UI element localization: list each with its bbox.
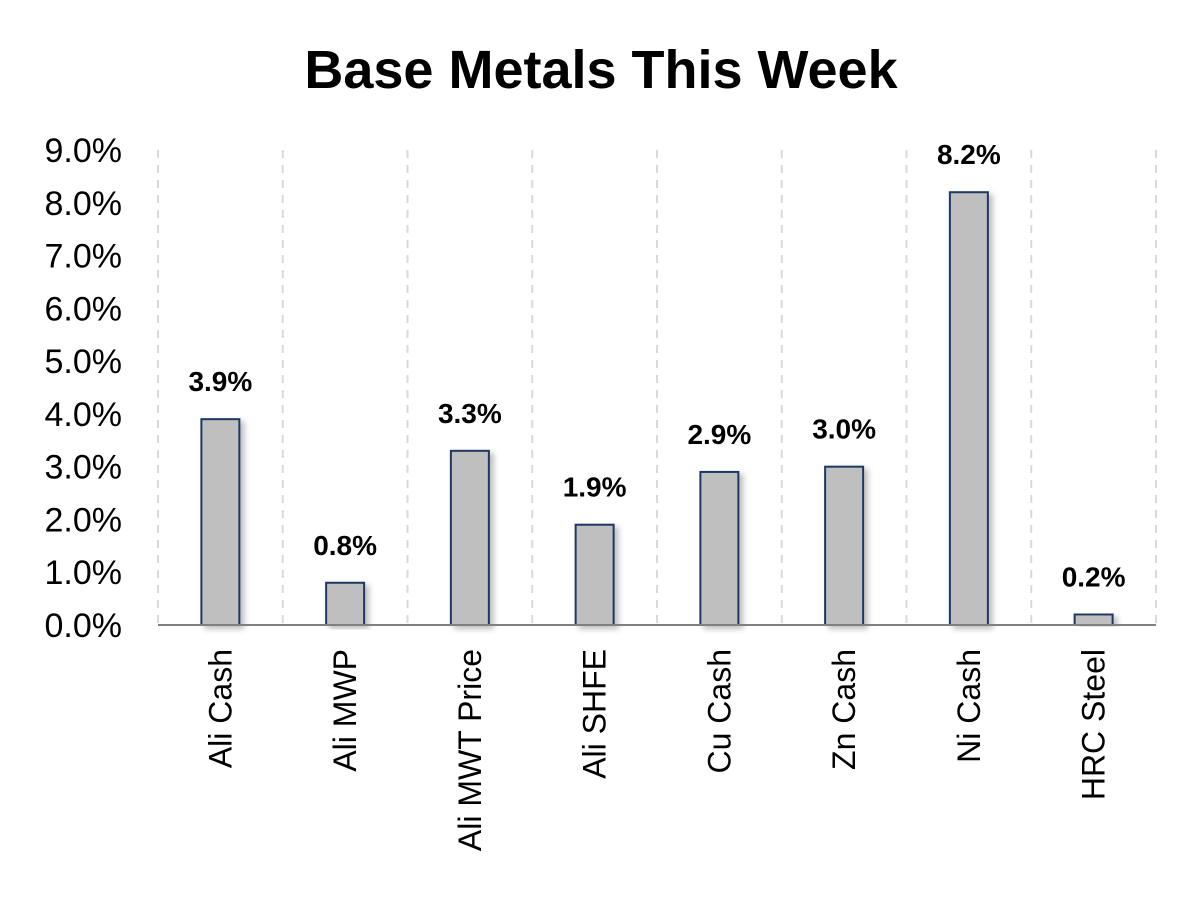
y-tick-label: 0.0% [45,607,123,645]
y-tick-label: 1.0% [45,554,123,592]
data-label: 0.2% [1062,561,1126,592]
data-label: 2.9% [687,419,751,450]
data-label: 3.9% [188,366,252,397]
y-tick-label: 5.0% [45,343,123,381]
bar [574,523,615,627]
x-category-label: Ali SHFE [577,649,613,779]
data-labels: 3.9% 0.8% 3.3% 1.9% 2.9% 3.0% 8.2% 0.2% [188,139,1125,592]
bar [1073,613,1114,627]
bars [200,191,1114,627]
x-category-label: Ali MWT Price [452,649,488,851]
y-tick-label: 7.0% [45,238,123,276]
y-axis-tick-labels: 0.0% 1.0% 2.0% 3.0% 4.0% 5.0% 6.0% 7.0% 8.0% 9.0% [45,132,123,645]
data-label: 1.9% [563,472,627,503]
x-category-label: Ali MWP [327,649,363,772]
bar [824,465,865,626]
y-tick-label: 8.0% [45,185,123,223]
x-category-label: Ali Cash [202,649,238,768]
chart-title: Base Metals This Week [304,40,898,100]
x-category-label: Cu Cash [701,649,737,774]
y-tick-label: 9.0% [45,132,123,170]
x-category-label: Zn Cash [826,649,862,770]
data-label: 8.2% [937,139,1001,170]
x-category-label: Ni Cash [951,649,987,763]
bar [699,470,740,627]
bar [325,581,366,626]
bar [449,449,490,627]
data-label: 0.8% [313,530,377,561]
y-tick-label: 4.0% [45,396,123,434]
y-tick-label: 6.0% [45,290,123,328]
bar [948,191,989,626]
x-category-label: HRC Steel [1076,649,1112,800]
bar [200,418,241,626]
data-label: 3.3% [438,398,502,429]
y-tick-label: 2.0% [45,501,123,539]
data-label: 3.0% [812,414,876,445]
gridlines [157,150,1157,625]
y-tick-label: 3.0% [45,449,123,487]
x-axis-category-labels: Ali Cash Ali MWP Ali MWT Price Ali SHFE Cu C… [202,649,1111,851]
